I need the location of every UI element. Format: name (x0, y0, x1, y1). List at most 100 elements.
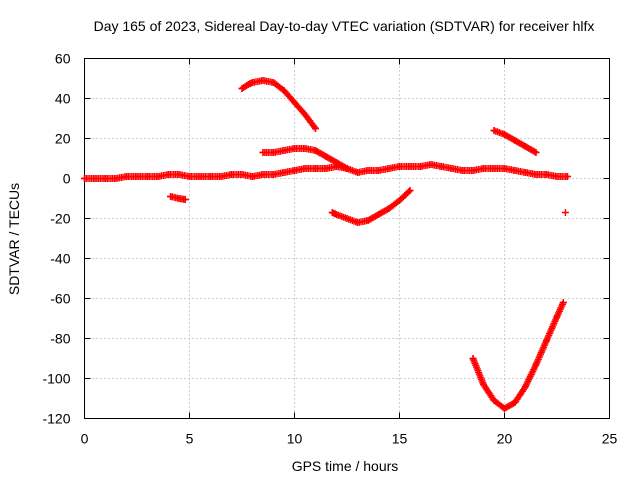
data-point (522, 143, 529, 150)
data-point (511, 137, 519, 144)
data-point (328, 209, 336, 216)
y-tick-label: -80 (50, 331, 70, 347)
data-point (396, 163, 403, 170)
data-point (564, 173, 571, 180)
series-trace (469, 299, 567, 412)
data-point (511, 167, 519, 174)
data-point (322, 165, 330, 172)
series-small-segment-4h (167, 193, 189, 203)
y-tick-label: -60 (50, 291, 70, 307)
data-point (280, 147, 288, 154)
data-point (301, 111, 309, 118)
data-point (249, 79, 256, 86)
data-point (238, 85, 246, 92)
data-point (301, 145, 309, 152)
data-point (480, 165, 487, 172)
x-tick-label: 5 (186, 431, 194, 447)
data-point (280, 169, 288, 176)
data-point (112, 175, 120, 182)
data-point (196, 173, 204, 180)
data-point (375, 211, 382, 218)
x-tick-labels: 0 5 10 15 20 25 (81, 431, 618, 447)
data-point (553, 173, 561, 180)
data-point (406, 187, 414, 194)
data-point (259, 77, 267, 84)
data-point (291, 145, 298, 152)
data-point (490, 397, 498, 404)
data-point (501, 165, 508, 172)
data-point (385, 165, 393, 172)
data-point (186, 173, 193, 180)
series-near-zero-band (81, 161, 571, 182)
data-point (522, 169, 529, 176)
series-trace (238, 77, 319, 132)
data-point (364, 167, 372, 174)
plot-frame (84, 58, 610, 419)
axis-ticks (84, 58, 610, 419)
data-point (333, 159, 340, 166)
data-point (522, 383, 529, 390)
data-point (559, 299, 567, 306)
y-tick-label: -40 (50, 251, 70, 267)
data-point (228, 171, 235, 178)
data-point (343, 165, 351, 172)
y-tick-label: -100 (42, 371, 70, 387)
data-point (532, 171, 540, 178)
data-point (102, 175, 109, 182)
data-point (469, 167, 477, 174)
data-point (417, 163, 424, 170)
x-tick-label: 15 (392, 431, 408, 447)
x-tick-label: 10 (287, 431, 303, 447)
data-point (532, 149, 540, 156)
data-point (91, 175, 99, 182)
data-point (81, 175, 88, 182)
y-tick-label: 40 (55, 91, 71, 107)
data-point (469, 355, 477, 362)
data-point (270, 171, 277, 178)
data-point (175, 195, 183, 202)
data-point (154, 173, 162, 180)
data-point (175, 171, 183, 178)
chart-title: Day 165 of 2023, Sidereal Day-to-day VTE… (94, 18, 595, 34)
data-point (291, 99, 298, 106)
data-point (280, 87, 288, 94)
x-tick-label: 20 (497, 431, 513, 447)
series-arc-7-5-11h (238, 77, 319, 132)
data-point (480, 381, 487, 388)
y-tick-label: -20 (50, 211, 70, 227)
data-point (490, 127, 498, 134)
data-point (343, 215, 351, 222)
y-tick-labels: 60 40 20 0 -20 -40 -60 -80 -100 -120 (42, 51, 70, 427)
data-point (291, 167, 298, 174)
data-point (354, 219, 361, 226)
data-point (259, 171, 267, 178)
data-point (217, 173, 225, 180)
y-axis-label: SDTVAR / TECUs (6, 183, 22, 295)
data-point (501, 131, 508, 138)
series-arc-18-5-22-8h (469, 299, 567, 412)
x-tick-label: 25 (602, 431, 618, 447)
data-point (553, 313, 561, 320)
data-point (259, 149, 267, 156)
data-point (561, 209, 569, 216)
y-tick-label: 0 (63, 171, 71, 187)
data-point (543, 337, 550, 344)
data-point (490, 165, 498, 172)
data-point (244, 81, 252, 88)
data-point (406, 163, 414, 170)
data-point (144, 173, 151, 180)
data-point (312, 125, 319, 132)
data-point (354, 169, 361, 176)
data-point (322, 153, 330, 160)
data-point (375, 167, 382, 174)
data-point (301, 165, 309, 172)
series-arc-8-5-12-5h (259, 145, 351, 172)
data-series (81, 77, 571, 412)
data-point (333, 211, 340, 218)
data-point (385, 205, 393, 212)
data-point (123, 173, 130, 180)
data-point (448, 165, 456, 172)
data-point (364, 217, 372, 224)
data-point (270, 79, 277, 86)
